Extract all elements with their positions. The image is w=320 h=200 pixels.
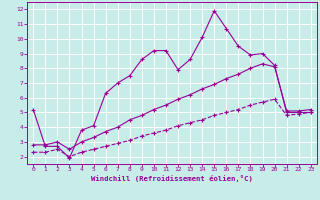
- X-axis label: Windchill (Refroidissement éolien,°C): Windchill (Refroidissement éolien,°C): [91, 175, 253, 182]
